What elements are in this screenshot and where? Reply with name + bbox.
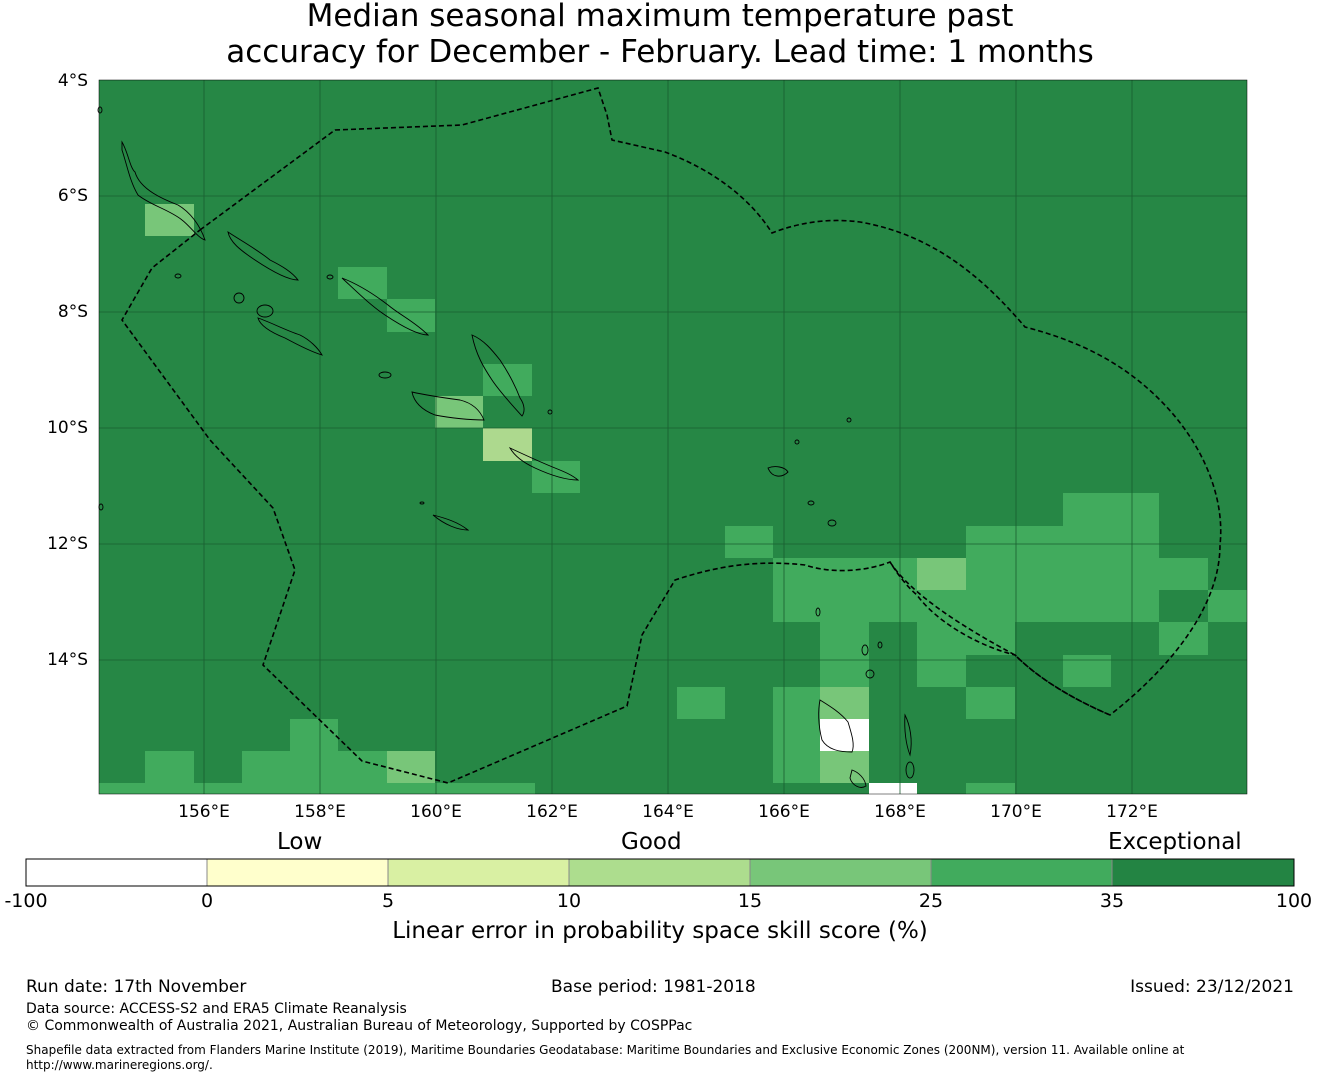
- skill-cell: [242, 751, 387, 783]
- graticule: [99, 80, 1247, 794]
- colorbar-segment: [750, 859, 931, 886]
- coastlines: [97, 106, 915, 788]
- lat-label-10s: 10°S: [47, 418, 88, 438]
- lat-label-12s: 12°S: [47, 534, 88, 554]
- skill-cell: [338, 267, 387, 299]
- no-data-cell: [820, 719, 869, 751]
- skill-cell: [773, 558, 917, 590]
- issued-date: Issued: 23/12/2021: [1130, 977, 1294, 997]
- colorbar-segment: [26, 859, 207, 886]
- vanuatu-eez-edge: [889, 561, 1111, 716]
- skill-cell: [387, 751, 435, 783]
- skill-cell: [387, 299, 435, 332]
- skill-cell: [773, 590, 1159, 622]
- shapefile-credit-line-1: Shapefile data extracted from Flanders M…: [26, 1043, 1185, 1057]
- no-data-cell: [869, 783, 917, 794]
- skill-cell: [1208, 590, 1247, 622]
- lon-label-160e: 160°E: [410, 802, 462, 822]
- lon-label-162e: 162°E: [526, 802, 578, 822]
- new-georgia-island: [257, 317, 323, 356]
- skill-cell: [773, 687, 820, 783]
- map-background: [99, 80, 1247, 794]
- skill-cell: [725, 526, 773, 558]
- skill-cell: [145, 751, 194, 783]
- lat-label-8s: 8°S: [57, 302, 88, 322]
- lon-label-170e: 170°E: [990, 802, 1042, 822]
- category-label-good: Good: [621, 829, 682, 855]
- skill-cell: [966, 558, 1208, 590]
- colorbar-frame: [25, 858, 1295, 887]
- espiritu-santo-island: [818, 699, 854, 753]
- lat-label-14s: 14°S: [47, 650, 88, 670]
- skill-cell: [966, 783, 1015, 794]
- malakula-island: [849, 769, 867, 788]
- map-frame: [98, 79, 1248, 795]
- skill-cell: [917, 558, 966, 590]
- santa-cruz-islands: [767, 466, 789, 477]
- category-label-exceptional: Exceptional: [1108, 829, 1242, 855]
- malaita-island: [471, 334, 525, 417]
- choiseul-island: [227, 231, 299, 281]
- run-date: Run date: 17th November: [26, 977, 247, 997]
- shapefile-credit-line-2: http://www.marineregions.org/.: [26, 1058, 213, 1072]
- colorbar-tick: 35: [1099, 890, 1125, 912]
- skill-cell: [1159, 622, 1208, 655]
- copyright-notice: © Commonwealth of Australia 2021, Austra…: [26, 1018, 693, 1034]
- skill-cell: [290, 719, 338, 751]
- skill-cell: [483, 364, 532, 396]
- lon-label-156e: 156°E: [178, 802, 230, 822]
- efate-pentecost-islands: [904, 713, 912, 757]
- lon-label-172e: 172°E: [1106, 802, 1158, 822]
- colorbar-segment: [931, 859, 1112, 886]
- colorbar-tick: -100: [4, 890, 48, 912]
- rennell-island: [432, 514, 470, 531]
- skill-cell: [677, 687, 725, 719]
- colorbar-segment: [569, 859, 750, 886]
- colorbar-tick: 0: [200, 890, 214, 912]
- skill-cell: [145, 204, 194, 236]
- colorbar-segment: [1112, 859, 1294, 886]
- category-label-low: Low: [277, 829, 323, 855]
- bougainville-island: [121, 140, 206, 241]
- lat-label-4s: 4°S: [57, 71, 88, 91]
- colorbar-tick: 15: [737, 890, 763, 912]
- guadalcanal-island: [411, 391, 485, 421]
- data-source: Data source: ACCESS-S2 and ERA5 Climate …: [26, 1001, 407, 1017]
- lon-label-164e: 164°E: [642, 802, 694, 822]
- colorbar: [25, 858, 1295, 887]
- eez-boundaries: [121, 87, 1222, 784]
- base-period: Base period: 1981-2018: [551, 977, 756, 997]
- skill-cell: [966, 687, 1015, 719]
- skill-cell: [483, 428, 532, 461]
- skill-cell: [820, 622, 869, 687]
- colorbar-segment: [388, 859, 569, 886]
- lat-label-6s: 6°S: [57, 186, 88, 206]
- skill-cell: [99, 783, 535, 794]
- colorbar-tick: 100: [1275, 890, 1313, 912]
- colorbar-tick: 25: [918, 890, 944, 912]
- chart-title-line-2: accuracy for December - February. Lead t…: [226, 34, 1094, 70]
- lon-label-168e: 168°E: [874, 802, 926, 822]
- colorbar-label: Linear error in probability space skill …: [392, 918, 928, 944]
- skill-cell: [820, 751, 869, 783]
- makira-island: [508, 446, 580, 481]
- chart-title-line-1: Median seasonal maximum temperature past: [306, 0, 1014, 34]
- skill-cells: [99, 204, 1247, 794]
- skill-cell: [1063, 493, 1159, 526]
- colorbar-tick: 10: [556, 890, 582, 912]
- skill-cell: [966, 526, 1159, 558]
- skill-cell: [435, 396, 483, 428]
- santa-isabel-island: [341, 277, 430, 336]
- colorbar-tick: 5: [381, 890, 395, 912]
- lon-label-166e: 166°E: [758, 802, 810, 822]
- skill-cell: [532, 461, 580, 493]
- lon-label-158e: 158°E: [294, 802, 346, 822]
- skill-cell: [820, 687, 869, 719]
- colorbar-segment: [207, 859, 388, 886]
- solomon-islands-eez: [121, 87, 1222, 784]
